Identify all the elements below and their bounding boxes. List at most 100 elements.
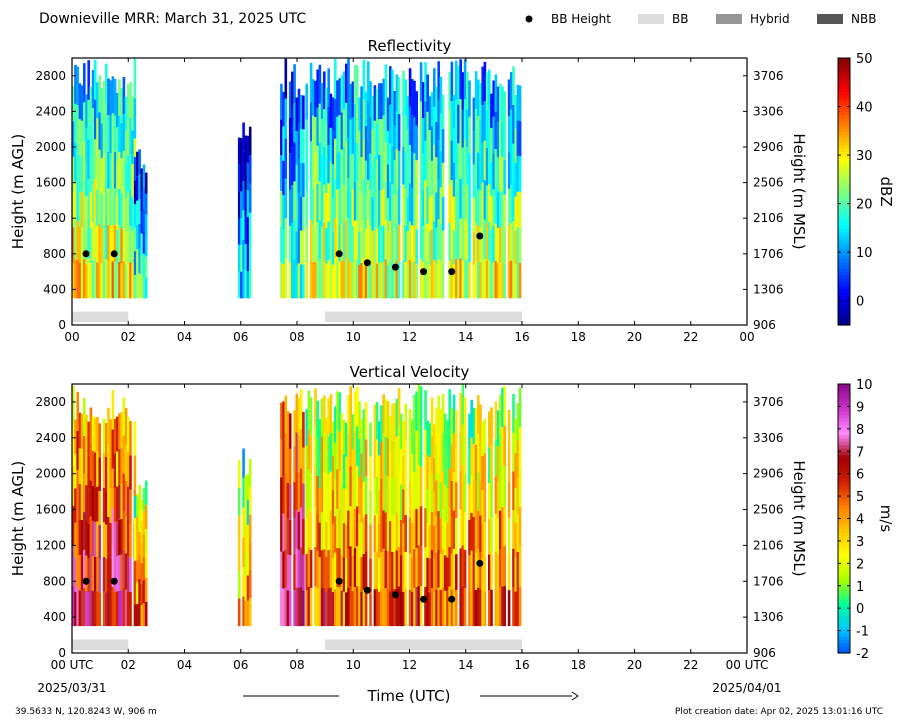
y-tick-right-label: 1706 [753, 574, 784, 588]
legend-label: BB [672, 12, 688, 26]
colorbar-tick-label: 50 [856, 52, 873, 67]
legend-label: BB Height [551, 12, 611, 26]
x-tick-label: 12 [402, 330, 417, 344]
figure-legend: BB Height BB Hybrid NBB [525, 12, 876, 26]
x-tick-label: 16 [514, 658, 529, 672]
y-tick-right-label: 3306 [753, 431, 784, 445]
y-tick-right-label: 1306 [753, 282, 784, 296]
y-tick-label: 1600 [35, 503, 66, 517]
y-tick-right-label: 1306 [753, 610, 784, 624]
legend-label: Hybrid [750, 12, 790, 26]
echo-segment [237, 448, 252, 627]
end-date-label: 2025/04/01 [712, 681, 781, 695]
x-tick-label: 04 [177, 658, 192, 672]
y-tick-label: 800 [43, 247, 66, 261]
location-label: 39.5633 N, 120.8243 W, 906 m [15, 707, 157, 717]
x-tick-label: 22 [683, 658, 698, 672]
colorbar-tick-label: 0 [856, 295, 864, 310]
y-axis-right-label: Height (m MSL) [790, 133, 808, 249]
colorbar-tick-label: 7 [856, 445, 864, 460]
colorbar-tick-label: 20 [856, 198, 873, 213]
y-tick-label: 1200 [35, 211, 66, 225]
bb-height-point [335, 577, 343, 585]
colorbar-tick-label: 4 [856, 513, 864, 528]
echo-segment [237, 122, 252, 299]
x-tick-label: 20 [627, 330, 642, 344]
colorbar-frame [837, 57, 851, 326]
x-tick-label: 00 UTC [726, 658, 769, 672]
y-axis-right-label: Height (m MSL) [790, 460, 808, 576]
bb-height-point [448, 595, 456, 603]
bb-height-point [476, 232, 484, 240]
y-tick-label: 0 [58, 318, 66, 332]
bb-bar [72, 639, 129, 650]
colorbar-tick-label: 9 [856, 400, 864, 415]
x-tick-label: 00 UTC [51, 658, 94, 672]
y-tick-label: 800 [43, 574, 66, 588]
y-tick-right-label: 2906 [753, 140, 784, 154]
y-tick-label: 0 [58, 646, 66, 660]
y-axis-label: Height (m AGL) [9, 134, 27, 249]
y-tick-right-label: 1706 [753, 247, 784, 261]
legend-swatch-nbb [817, 14, 843, 24]
bb-height-point [335, 250, 343, 258]
echo-segment [72, 385, 137, 627]
y-tick-label: 2400 [35, 431, 66, 445]
legend-label: NBB [851, 12, 876, 26]
echo-segment [280, 58, 305, 299]
x-tick-label: 02 [121, 658, 136, 672]
legend-swatch-bb [638, 14, 664, 24]
y-tick-right-label: 906 [753, 646, 776, 660]
figure-title: Downieville MRR: March 31, 2025 UTC [39, 11, 306, 27]
x-tick-label: 08 [289, 330, 304, 344]
colorbar-tick-label: 10 [856, 246, 873, 261]
x-tick-label: 06 [233, 658, 248, 672]
x-tick-label: 02 [121, 330, 136, 344]
x-tick-label: 08 [289, 658, 304, 672]
echo-segment [305, 384, 522, 627]
x-tick-label: 20 [627, 658, 642, 672]
bb-bar [72, 311, 129, 322]
bb-height-point [476, 559, 484, 567]
x-tick-label: 10 [346, 330, 361, 344]
bb-height-point [420, 268, 428, 276]
echo-segment [72, 58, 137, 299]
x-tick-label: 12 [402, 658, 417, 672]
echo-segment [280, 389, 305, 627]
y-tick-right-label: 3706 [753, 395, 784, 409]
data-field [72, 384, 522, 627]
y-tick-label: 400 [43, 610, 66, 624]
colorbar-tick-label: 10 [856, 378, 873, 393]
colorbar-tick-label: 5 [856, 490, 864, 505]
colorbar-tick-label: -2 [856, 647, 869, 662]
y-tick-right-label: 3706 [753, 69, 784, 83]
x-tick-label: 18 [571, 330, 586, 344]
colorbar-tick-label: 30 [856, 149, 873, 164]
y-tick-right-label: 2106 [753, 211, 784, 225]
y-tick-right-label: 2906 [753, 467, 784, 481]
x-tick-label: 10 [346, 658, 361, 672]
start-date-label: 2025/03/31 [37, 681, 106, 695]
y-tick-right-label: 2106 [753, 538, 784, 552]
y-tick-label: 2000 [35, 140, 66, 154]
bb-height-legend-marker [525, 15, 533, 23]
y-tick-right-label: 3306 [753, 104, 784, 118]
x-tick-label: 22 [683, 330, 698, 344]
x-tick-label: 18 [571, 658, 586, 672]
x-tick-label: 14 [458, 658, 473, 672]
x-tick-label: 06 [233, 330, 248, 344]
bb-height-point [363, 586, 371, 594]
bb-bar [325, 639, 522, 650]
bb-height-point [420, 595, 428, 603]
echo-segment [305, 58, 522, 299]
x-tick-label: 04 [177, 330, 192, 344]
colorbar-tick-label: 0 [856, 602, 864, 617]
y-tick-label: 1600 [35, 176, 66, 190]
bb-bar [325, 311, 522, 322]
y-axis-label: Height (m AGL) [9, 461, 27, 576]
bb-height-point [391, 263, 399, 271]
y-tick-label: 2000 [35, 467, 66, 481]
